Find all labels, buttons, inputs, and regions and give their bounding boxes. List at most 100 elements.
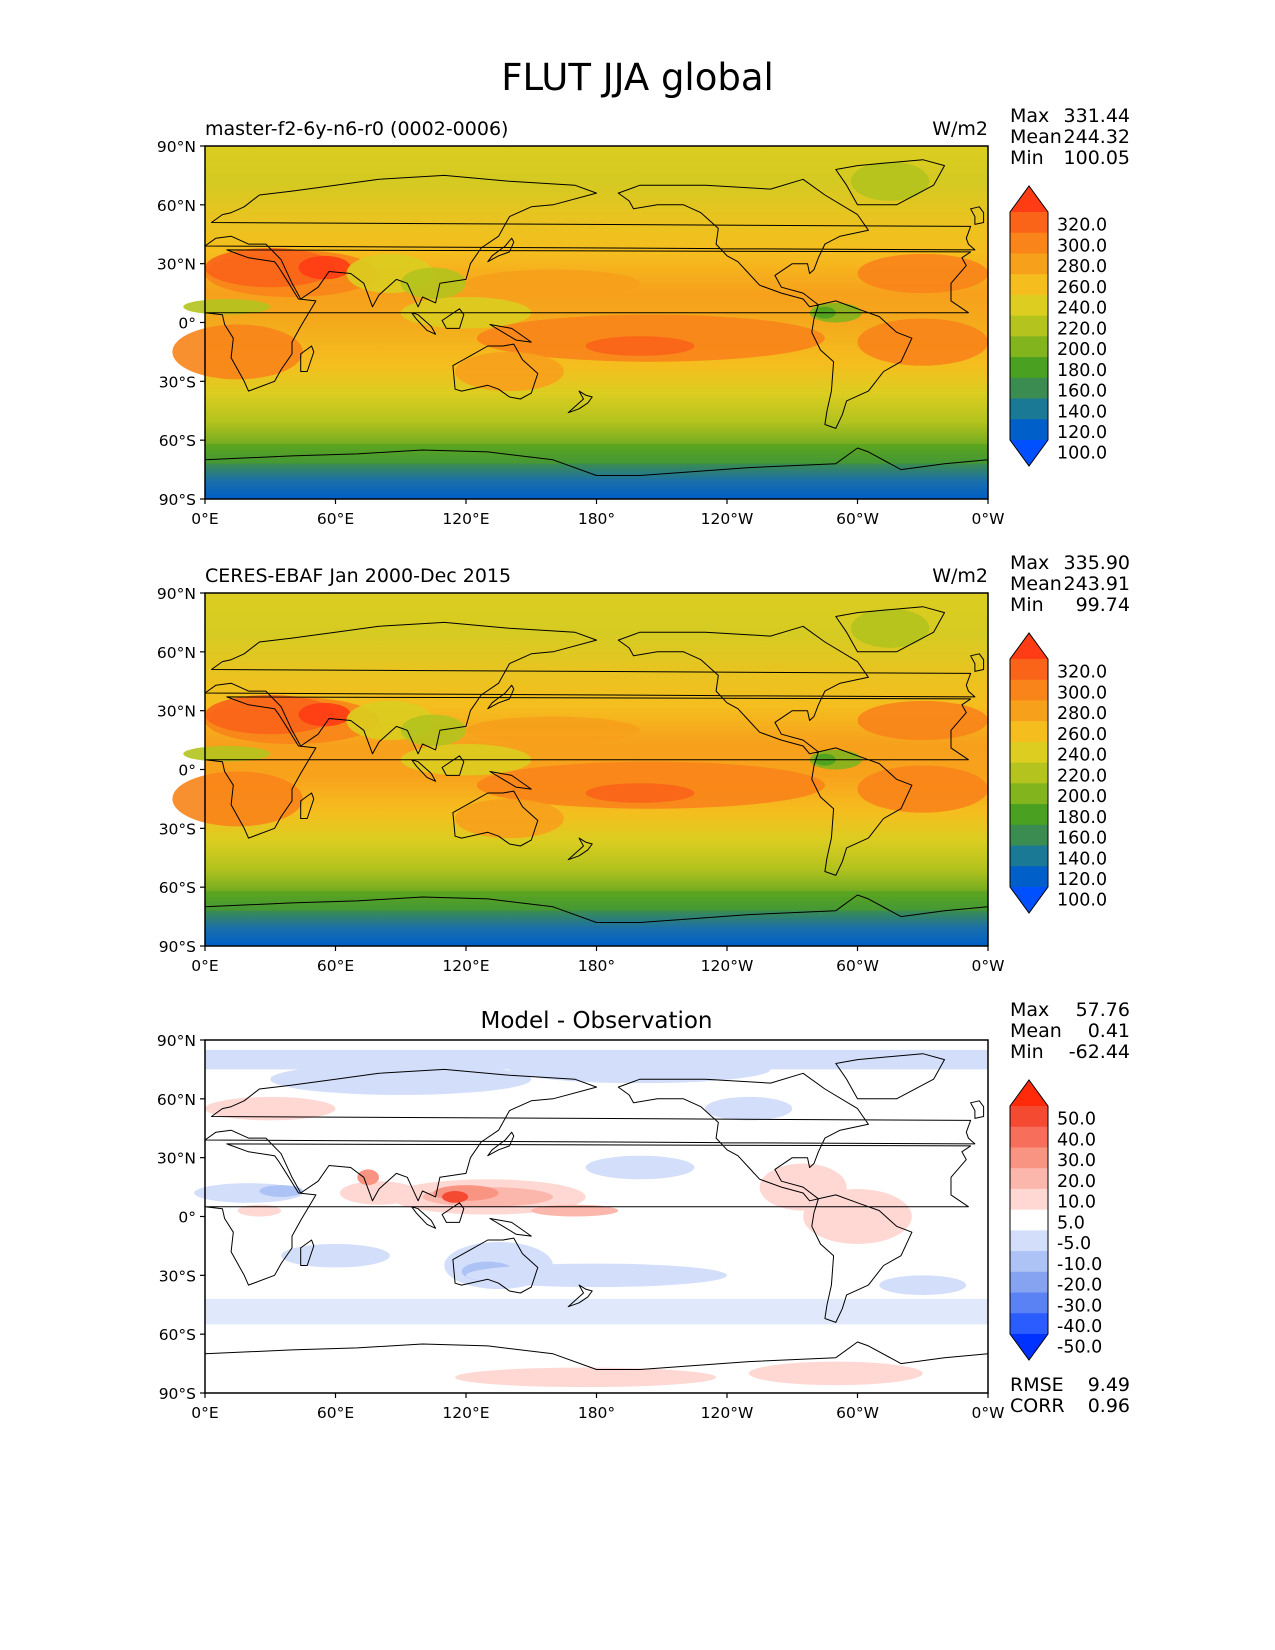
x-tick-label: 0°E <box>191 1404 218 1422</box>
stat-value: 100.05 <box>1064 147 1130 169</box>
stat-label: Mean <box>1010 126 1062 148</box>
colorbar-segment <box>1010 1147 1048 1169</box>
colorbar-tick-label: -40.0 <box>1057 1317 1102 1337</box>
colorbar-tick-label: 260.0 <box>1057 725 1107 745</box>
colorbar-tick-label: -10.0 <box>1057 1255 1102 1275</box>
y-tick-label: 90°N <box>157 585 196 603</box>
field-band <box>205 1298 988 1325</box>
field-region <box>339 1181 419 1205</box>
coastline <box>204 1053 989 1394</box>
x-tick-label: 120°E <box>442 510 489 528</box>
field-region <box>442 1191 469 1203</box>
x-tick-label: 60°W <box>836 957 879 975</box>
colorbar-segment <box>1010 679 1048 701</box>
colorbar-tick-label: 200.0 <box>1057 787 1107 807</box>
y-tick-label: 90°S <box>159 1385 196 1403</box>
stat-value: 331.44 <box>1064 105 1130 127</box>
y-tick-label: 60°N <box>157 644 196 662</box>
field-region <box>857 253 988 294</box>
stat-value: 243.91 <box>1064 573 1130 595</box>
colorbar-extend-max <box>1010 186 1048 212</box>
x-tick-label: 60°E <box>317 510 354 528</box>
colorbar-segment <box>1010 762 1048 784</box>
field-region <box>400 714 466 746</box>
y-tick-label: 0° <box>178 315 196 333</box>
colorbar-segment <box>1010 419 1048 441</box>
colorbar-tick-label: 20.0 <box>1057 1172 1096 1192</box>
y-tick-label: 0° <box>178 1209 196 1227</box>
field-region <box>857 700 988 741</box>
field-region <box>850 608 930 648</box>
colorbar-segment <box>1010 741 1048 764</box>
field-region <box>466 716 640 745</box>
colorbar-tick-label: 280.0 <box>1057 704 1107 724</box>
colorbar-segment <box>1010 721 1048 743</box>
field-region <box>585 336 695 356</box>
field-region <box>281 1243 390 1268</box>
x-tick-label: 120°W <box>701 510 754 528</box>
colorbar-tick-label: 140.0 <box>1057 849 1107 869</box>
field-band <box>205 1040 988 1050</box>
x-tick-label: 60°W <box>836 510 879 528</box>
stat-label: CORR <box>1010 1395 1065 1417</box>
x-tick-label: 0°E <box>191 510 218 528</box>
panel-units-label: W/m2 <box>932 565 988 587</box>
colorbar-tick-label: 280.0 <box>1057 257 1107 277</box>
colorbar-segment <box>1010 336 1048 358</box>
y-tick-label: 30°S <box>159 1267 196 1285</box>
stat-label: Min <box>1010 1041 1044 1063</box>
colorbar-segment <box>1010 659 1048 681</box>
colorbar-outline <box>1009 1079 1049 1361</box>
colorbar-tick-label: -30.0 <box>1057 1296 1102 1316</box>
colorbar-tick-label: 100.0 <box>1057 444 1107 464</box>
field-region <box>466 1263 727 1288</box>
stat-value: 0.96 <box>1088 1395 1130 1417</box>
field-region <box>455 351 564 392</box>
colorbar-tick-label: 40.0 <box>1057 1130 1096 1150</box>
figure-title: FLUT JJA global <box>501 56 774 99</box>
field-region <box>400 267 466 299</box>
field-region <box>298 255 351 280</box>
colorbar-tick-label: 5.0 <box>1057 1213 1085 1233</box>
field-region <box>455 1367 717 1388</box>
colorbar-segment <box>1010 783 1048 805</box>
colorbar-tick-label: 30.0 <box>1057 1151 1096 1171</box>
stat-value: -62.44 <box>1069 1041 1130 1063</box>
colorbar-segment <box>1010 845 1048 867</box>
colorbar-tick-label: 160.0 <box>1057 382 1107 402</box>
colorbar-segment <box>1010 824 1048 847</box>
colorbar-outline <box>1009 185 1049 467</box>
colorbar-tick-label: 260.0 <box>1057 278 1107 298</box>
colorbar-segment <box>1010 315 1048 337</box>
panel-left-label: CERES-EBAF Jan 2000-Dec 2015 <box>205 565 511 587</box>
x-tick-label: 180° <box>578 1404 615 1422</box>
colorbar-segment <box>1010 294 1048 317</box>
stat-value: 9.49 <box>1088 1374 1130 1396</box>
y-tick-label: 30°N <box>157 256 196 274</box>
colorbar-segment <box>1010 1251 1048 1273</box>
panel-center-label: Model - Observation <box>480 1008 712 1034</box>
colorbar-tick-label: 320.0 <box>1057 216 1107 236</box>
colorbar-tick-label: 200.0 <box>1057 340 1107 360</box>
y-tick-label: 90°S <box>159 938 196 956</box>
colorbar-tick-label: 300.0 <box>1057 683 1107 703</box>
x-tick-label: 120°W <box>701 957 754 975</box>
panel-units-label: W/m2 <box>932 118 988 140</box>
x-tick-label: 120°W <box>701 1404 754 1422</box>
field-region <box>237 1204 282 1217</box>
field-region <box>857 765 988 813</box>
stat-value: 99.74 <box>1076 594 1130 616</box>
colorbar-tick-label: 160.0 <box>1057 829 1107 849</box>
y-tick-label: 60°N <box>157 1091 196 1109</box>
x-tick-label: 180° <box>578 957 615 975</box>
x-tick-label: 0°W <box>972 1404 1005 1422</box>
stat-value: 0.41 <box>1088 1020 1130 1042</box>
x-tick-label: 180° <box>578 510 615 528</box>
colorbar-segment <box>1010 232 1048 254</box>
stat-value: 244.32 <box>1064 126 1130 148</box>
colorbar-tick-label: 240.0 <box>1057 746 1107 766</box>
colorbar-tick-label: 220.0 <box>1057 766 1107 786</box>
colorbar-segment <box>1010 804 1048 826</box>
colorbar-segment <box>1010 1230 1048 1252</box>
